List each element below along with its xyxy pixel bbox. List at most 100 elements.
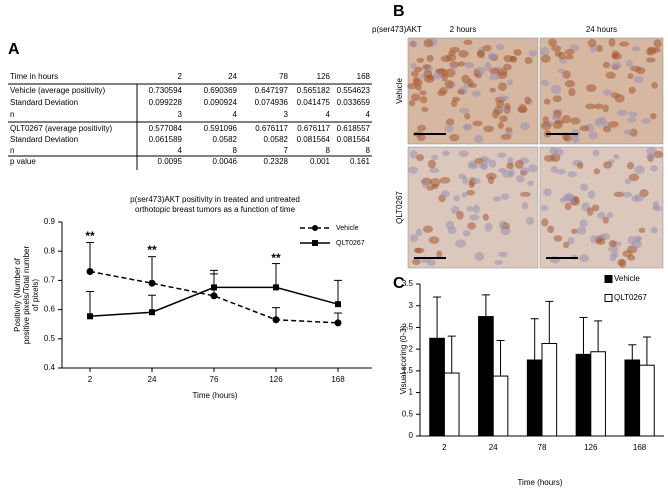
cell: [587, 190, 596, 199]
cell: [450, 63, 458, 69]
cell: [439, 176, 451, 184]
marker: [87, 313, 93, 320]
table-cell: 0.081564: [337, 135, 371, 144]
table-cell: 0.090924: [204, 98, 238, 107]
y-tick-label: 1.5: [402, 366, 414, 375]
table-cell: 0.565182: [297, 86, 331, 95]
cell: [631, 45, 641, 52]
legend-label: Vehicle: [336, 225, 359, 232]
table-cell: 0.676117: [255, 124, 288, 133]
cell: [441, 189, 450, 198]
cell: [464, 61, 474, 69]
y-tick-label: 0: [409, 431, 414, 440]
cell: [567, 236, 575, 245]
cell: [653, 39, 662, 48]
cell: [463, 39, 473, 46]
y-tick-label: 3: [409, 301, 414, 310]
table-header: 24: [228, 72, 237, 81]
cell: [521, 202, 529, 210]
cell: [539, 46, 550, 56]
legend-swatch: [604, 294, 613, 302]
legend-marker: [312, 225, 318, 231]
table-cell: 0.577084: [149, 124, 183, 133]
cell: [489, 73, 499, 81]
cell: [506, 162, 515, 170]
cell: [605, 71, 616, 79]
cell: [520, 191, 531, 197]
cell: [498, 82, 507, 92]
cell: [448, 50, 456, 56]
cell: [543, 188, 552, 197]
cell: [429, 167, 440, 173]
cell: [427, 259, 436, 266]
cell: [520, 167, 530, 175]
cell: [594, 103, 604, 110]
table-header: Time in hours: [10, 72, 58, 81]
cell: [590, 234, 598, 244]
cell: [638, 227, 646, 233]
cell: [415, 228, 423, 237]
significance: **: [271, 251, 281, 265]
y-tick-label: 2: [409, 344, 414, 353]
cell: [524, 96, 532, 105]
table-cell: p value: [10, 157, 36, 166]
cell: [603, 161, 613, 169]
x-tick-label: 2: [88, 375, 93, 384]
cell: [407, 83, 417, 90]
cell: [445, 53, 457, 62]
cell: [458, 49, 469, 58]
bar: [575, 353, 592, 437]
line-chart: p(ser473)AKT positivity in treated and u…: [13, 195, 372, 400]
marker: [211, 284, 217, 291]
cell: [554, 119, 565, 125]
cell: [627, 117, 637, 123]
cell: [442, 150, 450, 157]
cell: [469, 214, 480, 221]
y-tick-label: 2.5: [402, 323, 414, 332]
table-cell: 0.099228: [149, 98, 183, 107]
cell: [462, 123, 471, 130]
cell: [594, 117, 604, 127]
cell: [524, 56, 533, 65]
cell: [552, 95, 562, 103]
cell: [444, 124, 454, 133]
cell: [646, 153, 656, 160]
cell: [409, 150, 418, 159]
legend-marker: [312, 240, 318, 246]
table-cell: 0.2328: [264, 157, 289, 166]
table-cell: 8: [366, 146, 371, 155]
cell: [559, 197, 567, 203]
cell: [416, 133, 426, 142]
cell: [500, 133, 512, 140]
cell: [410, 93, 421, 102]
table-cell: 0.730594: [149, 86, 183, 95]
cell: [626, 59, 633, 68]
cell: [577, 162, 584, 169]
cell: [591, 204, 600, 212]
cell: [445, 220, 455, 230]
cell: [408, 166, 419, 174]
cell: [576, 226, 587, 235]
cell: [426, 54, 434, 62]
cell: [563, 133, 572, 142]
marker: [272, 316, 280, 324]
cell: [412, 76, 420, 84]
cell: [633, 76, 644, 83]
table-cell: Vehicle (average positivity): [10, 86, 105, 95]
table-cell: 0.0582: [264, 135, 289, 144]
cell: [453, 195, 460, 202]
bar: [639, 364, 655, 437]
significance: **: [147, 243, 157, 257]
cell: [556, 169, 566, 175]
cell: [525, 216, 535, 225]
cell: [547, 225, 555, 234]
cell: [498, 95, 509, 101]
x-tick-label: 168: [633, 443, 647, 452]
cell: [550, 165, 558, 173]
cell: [445, 118, 455, 126]
cell: [458, 173, 467, 180]
cell: [571, 134, 580, 144]
cell: [579, 125, 590, 132]
y-tick-label: 0.7: [44, 276, 56, 285]
cell: [474, 252, 485, 261]
